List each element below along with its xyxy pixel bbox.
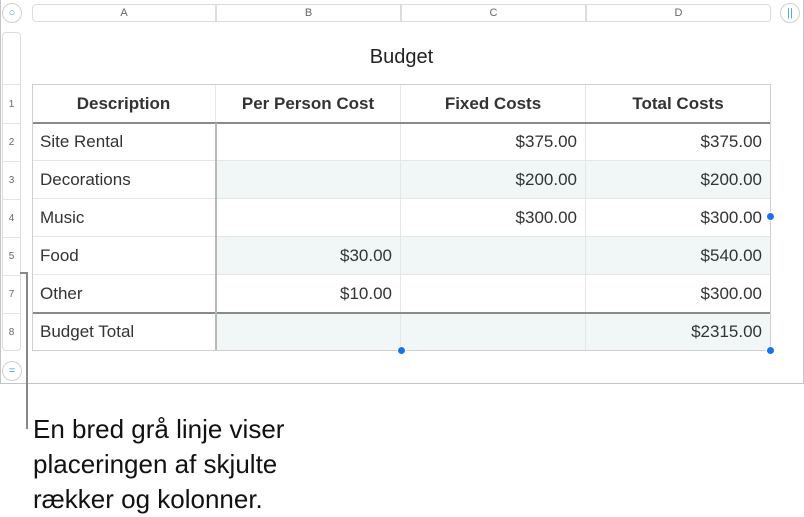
table-cell[interactable] (401, 237, 586, 275)
table-cell[interactable]: $2315.00 (586, 313, 771, 351)
table-cell[interactable]: $30.00 (216, 237, 401, 275)
callout-text: En bred grå linje viser placeringen af s… (33, 412, 284, 517)
column-header-B[interactable]: B (216, 4, 401, 22)
table-cell[interactable]: $540.00 (586, 237, 771, 275)
row-header-bar[interactable] (2, 32, 21, 351)
equals-bars-icon: = (8, 365, 16, 377)
add-row-button[interactable]: = (2, 361, 22, 381)
circle-icon: ○ (8, 7, 16, 19)
header-divider (32, 122, 771, 124)
table-cell[interactable]: $375.00 (401, 123, 586, 161)
table-cell[interactable]: $200.00 (586, 161, 771, 199)
row-header-3[interactable]: 3 (2, 161, 21, 199)
row-header-1[interactable]: 1 (2, 84, 21, 123)
table-cell[interactable] (216, 313, 401, 351)
row-header-7[interactable]: 7 (2, 275, 21, 313)
table-cell[interactable] (216, 161, 401, 199)
table-cell[interactable]: $300.00 (401, 199, 586, 237)
table-select-button[interactable]: ○ (2, 3, 22, 23)
table-cell[interactable]: $200.00 (401, 161, 586, 199)
hidden-rows-indicator (20, 272, 28, 274)
callout-line-2: placeringen af skjulte (33, 449, 278, 479)
table-cell[interactable] (216, 199, 401, 237)
column-header-A[interactable]: A (32, 4, 216, 22)
row-header-5[interactable]: 5 (2, 237, 21, 275)
callout-line-1: En bred grå linje viser (33, 414, 285, 444)
callout-line-3: rækker og kolonner. (33, 484, 263, 514)
row-header-8[interactable]: 8 (2, 313, 21, 351)
resize-handle-bottom[interactable] (397, 346, 406, 355)
footer-divider (32, 312, 771, 314)
row-header-2[interactable]: 2 (2, 123, 21, 161)
pause-bars-icon: || (787, 7, 793, 19)
row-header-4[interactable]: 4 (2, 199, 21, 237)
resize-handle-right[interactable] (766, 212, 775, 221)
resize-handle-corner[interactable] (766, 346, 775, 355)
table-cell[interactable] (216, 123, 401, 161)
column-header-C[interactable]: C (401, 4, 586, 22)
table-title[interactable]: Budget (369, 46, 434, 68)
callout-line (26, 272, 28, 429)
column-header-D[interactable]: D (586, 4, 771, 22)
table-border (32, 84, 771, 351)
add-column-button[interactable]: || (780, 3, 800, 23)
header-column-divider (215, 123, 217, 351)
